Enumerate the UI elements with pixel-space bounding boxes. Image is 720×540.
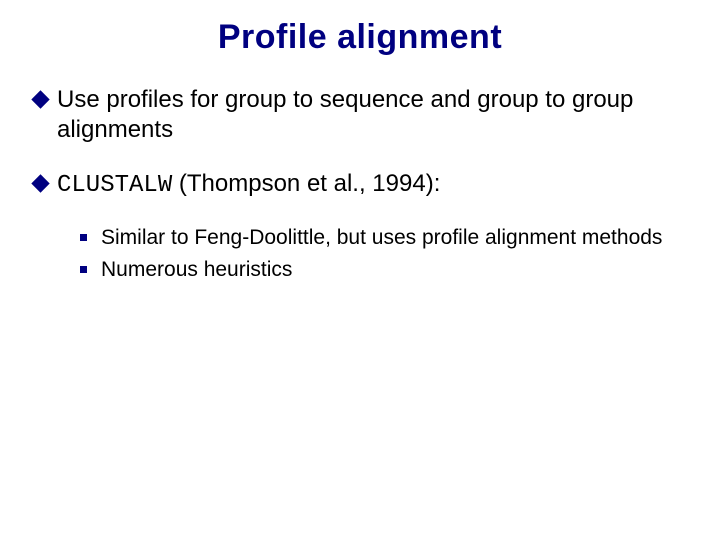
bullet-text: CLUSTALW (Thompson et al., 1994): <box>57 169 440 201</box>
diamond-bullet-icon <box>31 174 49 192</box>
bullet-rest: (Thompson et al., 1994): <box>172 170 440 197</box>
sub-bullet-list: Similar to Feng-Doolittle, but uses prof… <box>28 225 692 284</box>
sub-bullet-text: Numerous heuristics <box>101 257 292 283</box>
diamond-bullet-icon <box>31 90 49 108</box>
bullet-item: CLUSTALW (Thompson et al., 1994): <box>28 169 692 201</box>
sub-bullet-item: Similar to Feng-Doolittle, but uses prof… <box>80 225 692 251</box>
bullet-item: Use profiles for group to sequence and g… <box>28 85 692 145</box>
sub-bullet-item: Numerous heuristics <box>80 257 692 283</box>
bullet-group: CLUSTALW (Thompson et al., 1994): Simila… <box>28 169 692 284</box>
sub-bullet-text: Similar to Feng-Doolittle, but uses prof… <box>101 225 662 251</box>
bullet-mono-prefix: CLUSTALW <box>57 172 172 199</box>
slide-title: Profile alignment <box>28 18 692 57</box>
square-bullet-icon <box>80 266 87 273</box>
slide: Profile alignment Use profiles for group… <box>0 0 720 540</box>
square-bullet-icon <box>80 234 87 241</box>
bullet-text: Use profiles for group to sequence and g… <box>57 85 692 145</box>
